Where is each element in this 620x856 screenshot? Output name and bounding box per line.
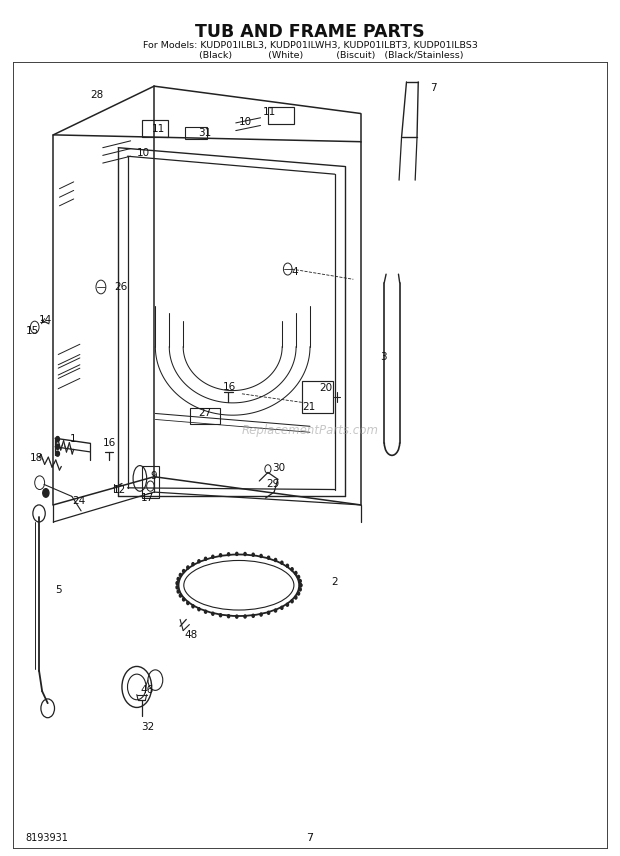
- Circle shape: [182, 569, 185, 573]
- Circle shape: [299, 588, 301, 591]
- Text: 1: 1: [70, 434, 76, 444]
- Text: 24: 24: [73, 496, 86, 506]
- Circle shape: [219, 554, 222, 556]
- Circle shape: [179, 594, 182, 597]
- Text: 7: 7: [306, 833, 314, 843]
- Text: 16: 16: [102, 437, 115, 448]
- Circle shape: [291, 568, 293, 571]
- Text: 5: 5: [55, 586, 61, 596]
- Circle shape: [275, 558, 277, 562]
- Circle shape: [298, 592, 299, 595]
- Text: 20: 20: [319, 383, 332, 393]
- Text: 10: 10: [136, 148, 149, 158]
- Circle shape: [236, 552, 238, 556]
- Circle shape: [244, 615, 246, 618]
- Text: 11: 11: [152, 124, 165, 134]
- Circle shape: [228, 553, 229, 556]
- Circle shape: [198, 560, 200, 563]
- Circle shape: [211, 556, 214, 558]
- Text: 7: 7: [430, 83, 437, 92]
- Text: TUB AND FRAME PARTS: TUB AND FRAME PARTS: [195, 23, 425, 41]
- Text: 18: 18: [30, 453, 43, 463]
- Circle shape: [211, 612, 214, 615]
- Text: 26: 26: [115, 282, 128, 292]
- Text: 21: 21: [302, 402, 316, 413]
- Circle shape: [192, 562, 194, 566]
- Circle shape: [177, 578, 179, 580]
- Text: 29: 29: [266, 479, 280, 489]
- Text: 46: 46: [141, 686, 154, 695]
- Circle shape: [43, 489, 49, 497]
- Bar: [185, 128, 206, 140]
- Text: 9: 9: [150, 471, 157, 481]
- Circle shape: [267, 611, 270, 615]
- Circle shape: [177, 590, 179, 593]
- Text: 48: 48: [185, 630, 198, 639]
- Text: 8193931: 8193931: [25, 833, 68, 843]
- Text: 3: 3: [379, 352, 386, 362]
- Text: 15: 15: [26, 325, 40, 336]
- Circle shape: [219, 614, 222, 617]
- Circle shape: [56, 437, 60, 442]
- Text: 30: 30: [273, 463, 286, 473]
- Circle shape: [298, 575, 299, 579]
- Circle shape: [252, 553, 254, 556]
- Circle shape: [267, 556, 270, 559]
- Bar: [302, 381, 333, 413]
- Circle shape: [291, 600, 293, 603]
- Circle shape: [205, 557, 206, 561]
- Text: 17: 17: [141, 493, 154, 503]
- Text: 11: 11: [263, 107, 277, 116]
- Circle shape: [252, 615, 254, 617]
- Text: 32: 32: [141, 722, 154, 732]
- Text: 31: 31: [198, 128, 211, 138]
- Circle shape: [176, 581, 179, 585]
- Circle shape: [56, 451, 60, 456]
- Circle shape: [260, 555, 262, 557]
- Circle shape: [299, 580, 301, 583]
- Circle shape: [198, 608, 200, 610]
- Text: 28: 28: [90, 90, 103, 99]
- Circle shape: [299, 584, 302, 586]
- Bar: [268, 107, 294, 124]
- Text: For Models: KUDP01ILBL3, KUDP01ILWH3, KUDP01ILBT3, KUDP01ILBS3: For Models: KUDP01ILBL3, KUDP01ILWH3, KU…: [143, 40, 477, 50]
- Circle shape: [260, 613, 262, 616]
- Circle shape: [205, 610, 206, 613]
- Circle shape: [286, 564, 288, 568]
- Circle shape: [294, 596, 297, 599]
- Circle shape: [281, 606, 283, 609]
- Text: ReplacementParts.com: ReplacementParts.com: [242, 424, 378, 437]
- Circle shape: [281, 562, 283, 564]
- Text: 10: 10: [239, 117, 252, 127]
- Bar: [142, 466, 159, 498]
- Circle shape: [182, 597, 185, 601]
- Bar: [142, 121, 168, 138]
- Circle shape: [244, 552, 246, 556]
- Circle shape: [187, 602, 189, 604]
- Text: (Black)            (White)           (Biscuit)   (Black/Stainless): (Black) (White) (Biscuit) (Black/Stainle…: [157, 51, 463, 60]
- Circle shape: [299, 584, 302, 586]
- Circle shape: [228, 615, 229, 618]
- Circle shape: [192, 604, 194, 608]
- Circle shape: [294, 572, 297, 574]
- Text: 2: 2: [332, 577, 338, 587]
- Circle shape: [236, 615, 238, 618]
- Circle shape: [176, 586, 179, 589]
- Text: 14: 14: [38, 315, 52, 325]
- Circle shape: [275, 609, 277, 612]
- Circle shape: [187, 566, 189, 569]
- Text: 4: 4: [292, 266, 298, 276]
- Text: 16: 16: [223, 382, 236, 392]
- Text: 12: 12: [113, 484, 126, 495]
- Circle shape: [179, 574, 182, 576]
- Circle shape: [286, 603, 288, 606]
- Circle shape: [56, 444, 60, 449]
- Text: 27: 27: [198, 407, 211, 418]
